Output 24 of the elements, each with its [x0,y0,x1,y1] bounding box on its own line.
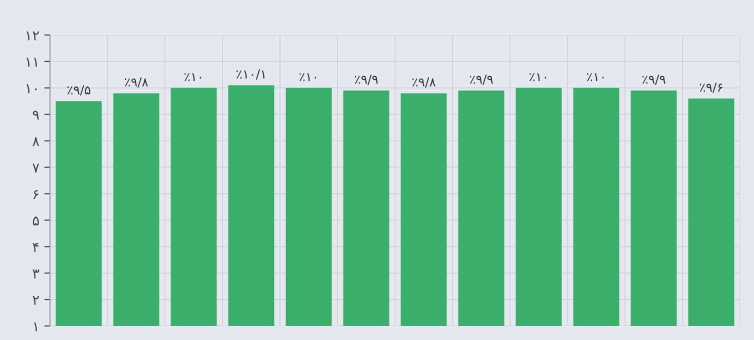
y-tick-label: ۱۱ [26,58,37,67]
y-tick-label: ۳ [32,270,40,278]
data-label: ٪۹/۶ [700,82,722,93]
y-tick-label: ۱۰ [26,84,37,94]
data-label: ٪۹/۵ [67,85,90,96]
data-label: ٪۹/۹ [354,74,378,85]
y-tick-label: ۹ [32,110,39,120]
data-label: ٪۹/۹ [642,74,666,85]
data-label: ٪۹/۸ [412,77,436,88]
y-tick-label: ۴ [32,242,39,252]
data-label: ٪۱۰ [529,73,546,82]
data-label: ٪۹/۸ [124,77,148,88]
y-tick-label: ۷ [32,164,40,173]
data-label: ٪۱۰ [299,73,316,82]
data-label: ٪۱۰ [586,73,604,82]
y-tick-label: ۲ [32,296,39,305]
y-tick-label: ۸ [32,137,40,146]
y-tick-label: ۶ [34,190,38,200]
data-label: ٪۹/۹ [470,74,493,85]
data-label: ٪۱۰ [184,73,202,82]
data-label: ٪۱۰/۱ [236,69,264,80]
y-tick-label: ۵ [32,216,39,226]
y-tick-label: ۱ [34,322,37,332]
y-tick-label: ۱۲ [26,31,39,40]
